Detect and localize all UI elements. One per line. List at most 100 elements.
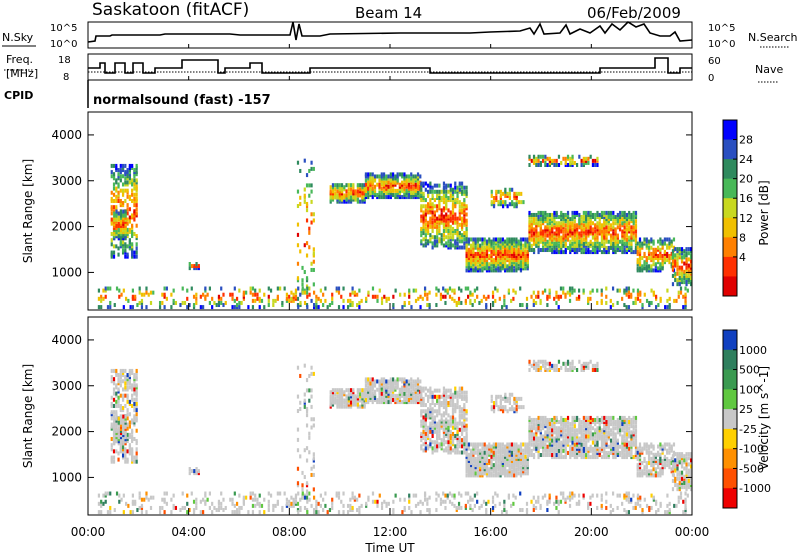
power-cell (123, 289, 125, 293)
power-cell (442, 295, 444, 299)
velocity-cell (459, 428, 461, 432)
power-cell (605, 229, 607, 233)
power-cell (583, 211, 585, 215)
colorbar-segment (723, 198, 737, 218)
velocity-cell (571, 416, 573, 420)
power-cell (476, 287, 478, 291)
velocity-cell (576, 428, 578, 432)
power-cell (518, 240, 520, 244)
power-cell (454, 182, 456, 186)
power-cell (313, 303, 315, 307)
velocity-cell (299, 401, 301, 405)
power-cell (299, 293, 301, 297)
velocity-cell (113, 456, 115, 460)
power-cell (310, 200, 312, 204)
power-cell (562, 287, 564, 291)
power-cell (412, 174, 414, 178)
velocity-cell (350, 388, 352, 392)
velocity-cell (592, 437, 594, 441)
velocity-cell (425, 393, 427, 397)
velocity-cell (304, 364, 306, 368)
power-cell (109, 305, 111, 309)
power-cell (100, 299, 102, 303)
power-cell (139, 287, 141, 291)
power-cell (401, 305, 403, 309)
power-cell (395, 289, 397, 293)
power-cell (115, 195, 117, 199)
power-cell (569, 299, 571, 303)
power-cell (547, 157, 549, 161)
velocity-cell (601, 455, 603, 459)
velocity-cell (481, 447, 483, 451)
velocity-cell (495, 451, 497, 455)
power-y-label: Slant Range [km] (21, 159, 35, 263)
power-cell (374, 185, 376, 189)
power-cell (458, 297, 460, 301)
power-cell (136, 185, 138, 189)
power-cell (571, 236, 573, 240)
velocity-cell (544, 416, 546, 420)
velocity-cell (381, 400, 383, 404)
velocity-cell (450, 403, 452, 407)
power-cell (195, 301, 197, 305)
power-cell (420, 188, 422, 192)
power-cell (175, 301, 177, 305)
power-cell (136, 246, 138, 250)
power-cell (367, 291, 369, 295)
power-cell (434, 210, 436, 214)
velocity-cell (193, 469, 195, 473)
power-cell (624, 248, 626, 252)
power-cell (120, 199, 122, 203)
velocity-cell (115, 404, 117, 408)
power-cell (272, 299, 274, 303)
power-cell (434, 184, 436, 188)
power-cell (601, 211, 603, 215)
power-cell (429, 237, 431, 241)
power-cell (493, 268, 495, 272)
power-cell (436, 190, 438, 194)
velocity-cell (313, 487, 315, 491)
noise-tick-left-top: 10^5 (50, 23, 77, 34)
power-cell (327, 305, 329, 309)
velocity-cell (531, 424, 533, 428)
velocity-cell (533, 437, 535, 441)
power-cell (646, 299, 648, 303)
power-cell (124, 248, 126, 252)
velocity-cell (594, 439, 596, 443)
power-cell (420, 227, 422, 231)
power-cell (441, 190, 443, 194)
power-cell (111, 174, 113, 178)
velocity-cell (540, 428, 542, 432)
nsky-label: N.Sky (2, 31, 34, 44)
power-cell (565, 234, 567, 238)
power-cell (417, 297, 419, 301)
power-cell (432, 186, 434, 190)
power-cell (113, 164, 115, 168)
power-cell (571, 242, 573, 246)
velocity-cell (410, 382, 412, 386)
power-cell (581, 234, 583, 238)
power-cell (136, 170, 138, 174)
power-cell (436, 208, 438, 212)
power-cell (518, 266, 520, 270)
power-cell (336, 287, 338, 291)
power-cell (392, 172, 394, 176)
power-cell (429, 198, 431, 202)
power-cell (302, 287, 304, 291)
power-cell (290, 291, 292, 295)
power-cell (573, 289, 575, 293)
velocity-cell (531, 418, 533, 422)
power-cell (576, 163, 578, 167)
power-cell (633, 225, 635, 229)
power-cell (624, 242, 626, 246)
velocity-cell (569, 426, 571, 430)
velocity-cell (535, 418, 537, 422)
power-cell (502, 200, 504, 204)
velocity-cell (544, 439, 546, 443)
velocity-cell (441, 418, 443, 422)
power-cell (425, 227, 427, 231)
power-cell (354, 291, 356, 295)
power-cell (306, 291, 308, 295)
velocity-cell (459, 393, 461, 397)
power-cell (533, 303, 535, 307)
